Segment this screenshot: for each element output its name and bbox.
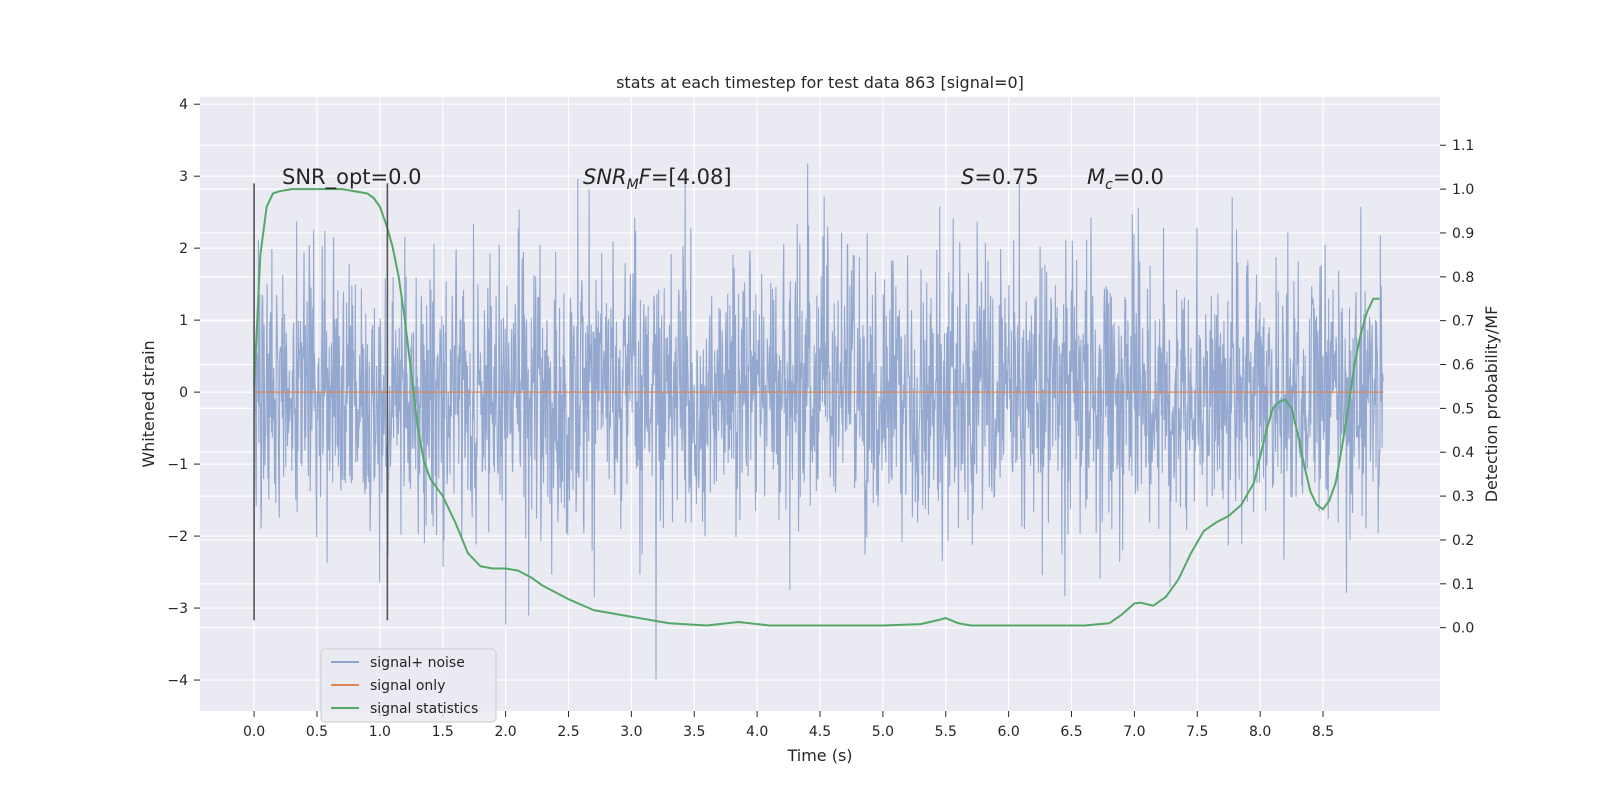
y-tick-label: 0 bbox=[179, 385, 188, 401]
x-tick-label: 3.5 bbox=[683, 724, 705, 740]
y2-tick-label: 0.7 bbox=[1452, 314, 1474, 330]
x-tick-label: 2.5 bbox=[557, 724, 579, 740]
annotation-snr-mf-symbol: SNR bbox=[583, 165, 627, 189]
legend: signal+ noise signal only signal statist… bbox=[320, 648, 497, 723]
y2-tick-label: 1.1 bbox=[1452, 138, 1474, 154]
annotation-mc: Mc=0.0 bbox=[1087, 165, 1164, 193]
x-tick-label: 5.0 bbox=[872, 724, 894, 740]
x-tick-label: 1.0 bbox=[369, 724, 391, 740]
y2-tick-label: 0.9 bbox=[1452, 226, 1474, 242]
legend-label-signal-statistics: signal statistics bbox=[370, 701, 478, 717]
x-tick-label: 8.5 bbox=[1312, 724, 1334, 740]
x-tick-label: 7.0 bbox=[1123, 724, 1145, 740]
y2-tick-label: 0.2 bbox=[1452, 533, 1474, 549]
y2-tick-label: 0.5 bbox=[1452, 401, 1474, 417]
y2-tick-label: 0.6 bbox=[1452, 358, 1474, 374]
x-tick-label: 2.0 bbox=[494, 724, 516, 740]
annotation-mc-value: =0.0 bbox=[1113, 165, 1164, 189]
x-tick-label: 0.5 bbox=[306, 724, 328, 740]
noise-trace bbox=[253, 163, 1384, 680]
annotation-s-symbol: S bbox=[961, 165, 974, 189]
y-tick-label: 2 bbox=[179, 241, 188, 257]
x-tick-label: 8.0 bbox=[1249, 724, 1271, 740]
chart-title: stats at each timestep for test data 863… bbox=[616, 73, 1024, 92]
annotation-s: S=0.75 bbox=[961, 165, 1039, 189]
annotation-mc-symbol: M bbox=[1087, 165, 1105, 189]
legend-label-signal-plus-noise: signal+ noise bbox=[370, 655, 465, 671]
signal-statistics-line bbox=[253, 188, 1380, 627]
series-signal-statistics bbox=[253, 188, 1380, 627]
y-tick-label: −4 bbox=[167, 673, 188, 689]
annotation-snr-opt: SNR_opt=0.0 bbox=[282, 165, 422, 190]
x-axis-label: Time (s) bbox=[786, 746, 852, 765]
x-tick-label: 1.5 bbox=[432, 724, 454, 740]
y2-tick-label: 0.1 bbox=[1452, 577, 1474, 593]
series-signal-plus-noise bbox=[253, 163, 1384, 680]
y2-tick-label: 1.0 bbox=[1452, 182, 1474, 198]
y2-tick-label: 0.3 bbox=[1452, 489, 1474, 505]
y-tick-label: −3 bbox=[167, 601, 188, 617]
legend-label-signal-only: signal only bbox=[370, 678, 445, 694]
x-tick-label: 4.0 bbox=[746, 724, 768, 740]
legend-box bbox=[320, 648, 497, 723]
annotation-snr-mf-symbol-f: F bbox=[639, 165, 652, 189]
annotation-snr-mf: SNRMF=[4.08] bbox=[583, 165, 732, 193]
annotation-mc-subscript: c bbox=[1105, 177, 1113, 193]
annotation-snr-mf-subscript: M bbox=[627, 177, 639, 193]
y2-tick-label: 0.4 bbox=[1452, 445, 1474, 461]
x-tick-label: 7.5 bbox=[1186, 724, 1208, 740]
y-tick-label: 1 bbox=[179, 313, 188, 329]
x-tick-label: 6.5 bbox=[1060, 724, 1082, 740]
y-tick-label: −2 bbox=[167, 529, 188, 545]
y-axis-label: Whitened strain bbox=[139, 340, 158, 467]
y2-axis-label: Detection probability/MF bbox=[1482, 306, 1501, 503]
y2-tick-label: 0.8 bbox=[1452, 270, 1474, 286]
annotation-snr-mf-value: =[4.08] bbox=[651, 165, 732, 189]
x-tick-label: 6.0 bbox=[998, 724, 1020, 740]
x-tick-label: 4.5 bbox=[809, 724, 831, 740]
y-tick-label: 3 bbox=[179, 169, 188, 185]
x-tick-label: 3.0 bbox=[620, 724, 642, 740]
y2-tick-label: 0.0 bbox=[1452, 621, 1474, 637]
vertical-markers bbox=[253, 183, 389, 621]
axes: 0.0 0.5 1.0 1.5 2.0 2.5 3.0 3.5 4.0 4.5 5.0 5.5 6.0 6… bbox=[167, 97, 1474, 740]
x-tick-label: 0.0 bbox=[243, 724, 265, 740]
x-tick-label: 5.5 bbox=[935, 724, 957, 740]
y-tick-label: 4 bbox=[179, 97, 188, 113]
annotation-s-value: =0.75 bbox=[974, 165, 1038, 189]
y-tick-label: −1 bbox=[167, 457, 188, 473]
